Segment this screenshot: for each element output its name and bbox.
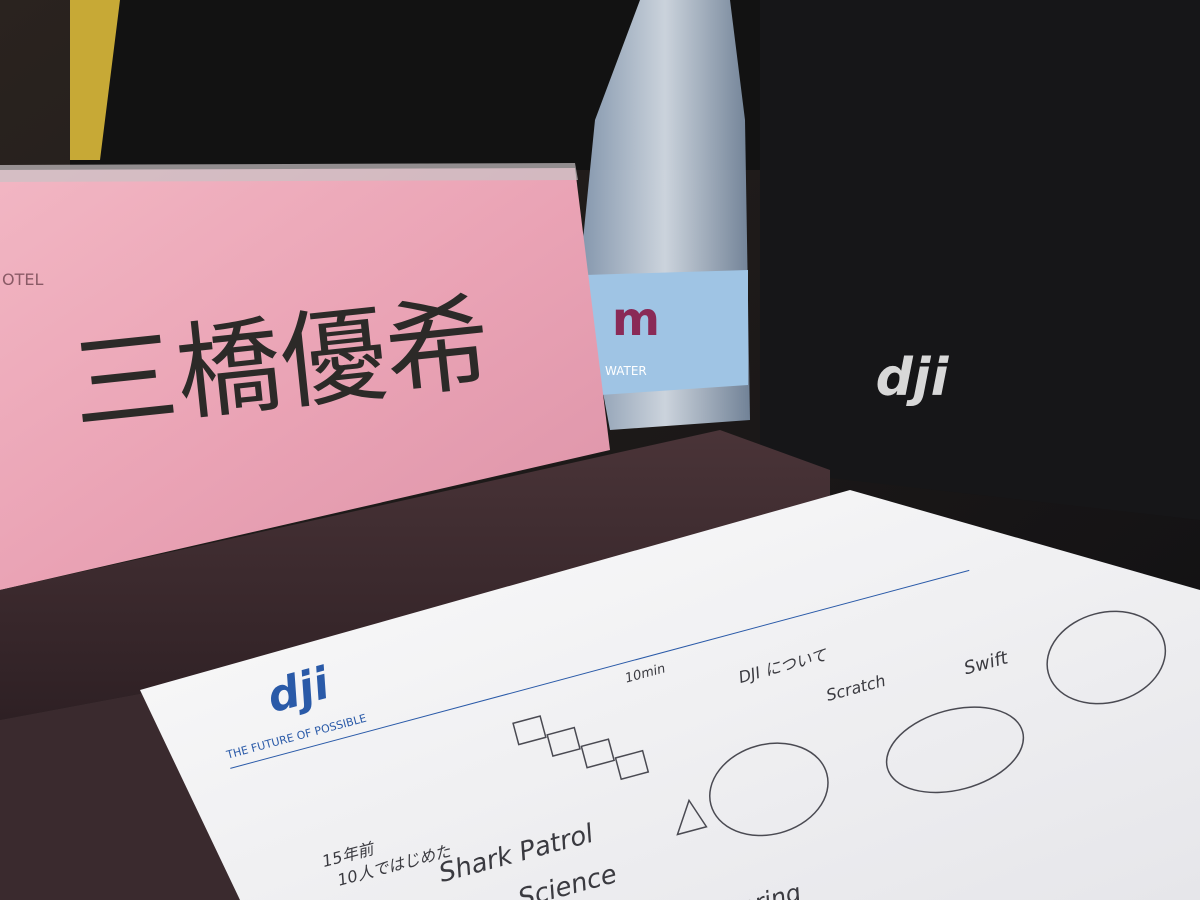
shirt-stripe bbox=[70, 0, 120, 160]
box-logo: dji bbox=[876, 348, 950, 408]
sketches bbox=[512, 610, 1167, 837]
bottle-label-text: WATER bbox=[605, 364, 647, 378]
card-hotel: OTEL bbox=[2, 270, 43, 289]
shirt bbox=[70, 0, 760, 170]
name-card bbox=[0, 168, 610, 590]
dji-box bbox=[760, 0, 1200, 520]
paper-rule bbox=[230, 569, 970, 769]
note-paper bbox=[140, 490, 1200, 900]
card-holder bbox=[0, 163, 578, 182]
bottle-label bbox=[585, 270, 748, 395]
folder-cover bbox=[0, 430, 830, 720]
folder-base bbox=[0, 690, 250, 900]
bottle-brand: m bbox=[612, 292, 660, 346]
